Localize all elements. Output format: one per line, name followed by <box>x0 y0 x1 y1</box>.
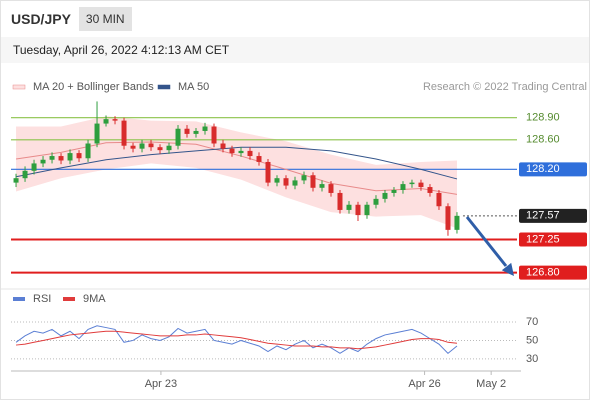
legend-swatch <box>157 84 171 90</box>
candle-body <box>319 184 325 188</box>
candle-body <box>238 150 244 154</box>
level-label: 127.25 <box>526 233 560 245</box>
legend-label: MA 50 <box>178 81 209 93</box>
candle-body <box>247 150 253 157</box>
plot-layer: MA 20 + Bollinger Bands MA 50 128.90 128.60… <box>11 81 587 390</box>
candle-body <box>166 145 172 151</box>
legend-label: 9MA <box>83 293 106 305</box>
candle-body <box>76 153 82 159</box>
candle-body <box>67 153 73 161</box>
y-tick-label: 50 <box>526 334 538 346</box>
candle-body <box>256 156 262 162</box>
candle-body <box>49 156 55 160</box>
candle-body <box>364 204 370 216</box>
x-tick-label: May 2 <box>476 378 506 390</box>
level-label-box <box>519 208 587 223</box>
candle-body <box>31 163 37 171</box>
moving-average <box>15 146 458 180</box>
header: USD/JPY 30 MIN <box>1 1 589 37</box>
level-label-box <box>519 265 587 280</box>
legend-label: RSI <box>33 293 51 305</box>
candle-body <box>418 182 424 188</box>
forecast-arrow <box>465 216 508 267</box>
candle-body <box>391 190 397 193</box>
level-label-box <box>519 232 587 247</box>
indicator-line <box>15 330 458 350</box>
x-tick-label: Apr 26 <box>408 378 440 390</box>
candle-body <box>229 148 235 154</box>
y-tick-label: 30 <box>526 353 538 365</box>
candle-body <box>427 187 433 193</box>
candle-body <box>184 128 190 134</box>
candle-body <box>346 204 352 210</box>
candle-body <box>130 145 136 149</box>
candle-body <box>94 123 100 144</box>
candle-body <box>58 156 64 161</box>
level-label: 128.60 <box>526 134 560 146</box>
candle-body <box>373 198 379 205</box>
y-tick-label: 70 <box>526 316 538 328</box>
candle-body <box>274 178 280 183</box>
candle-body <box>445 206 451 230</box>
timestamp: Tuesday, April 26, 2022 4:12:13 AM CET <box>1 37 589 63</box>
candle-body <box>13 178 19 183</box>
candle-body <box>220 143 226 149</box>
candle-body <box>103 119 109 124</box>
candle-body <box>355 204 361 216</box>
candle-body <box>283 178 289 186</box>
interval[interactable]: 30 MIN <box>78 7 132 31</box>
level-label: 128.90 <box>526 112 560 124</box>
candle-body <box>175 128 181 146</box>
candle-body <box>382 192 388 199</box>
candle-body <box>337 192 343 210</box>
candle-body <box>409 182 415 185</box>
candle-body <box>193 130 199 134</box>
legend-swatch <box>12 84 26 90</box>
candle-body <box>202 126 208 131</box>
candle-body <box>211 126 217 144</box>
candle-body <box>85 143 91 159</box>
candle-body <box>328 184 334 193</box>
candle-body <box>40 159 46 164</box>
candle-body <box>301 175 307 181</box>
level-label: 128.20 <box>526 163 560 175</box>
candle-body <box>436 192 442 207</box>
candle-body <box>292 180 298 186</box>
forecast-arrowhead <box>501 262 514 276</box>
x-tick-label: Apr 23 <box>145 378 177 390</box>
candle-body <box>148 143 154 148</box>
symbol: USD/JPY <box>11 11 71 27</box>
candle-body <box>310 175 316 188</box>
level-label: 126.80 <box>526 267 560 279</box>
candle-body <box>112 119 118 121</box>
legend-swatch <box>63 297 75 301</box>
candle-body <box>454 215 460 230</box>
candle-body <box>121 120 127 146</box>
candle-body <box>265 161 271 183</box>
candle-body <box>22 170 28 179</box>
level-label: 127.57 <box>526 210 560 222</box>
indicator-line <box>15 325 458 355</box>
legend-swatch <box>13 297 25 301</box>
credit: Research © 2022 Trading Central <box>423 81 587 93</box>
candle-body <box>139 143 145 149</box>
candle-body <box>157 147 163 151</box>
candle-body <box>400 184 406 190</box>
level-label-box <box>519 162 587 177</box>
legend-label: MA 20 + Bollinger Bands <box>33 81 154 93</box>
bollinger-band <box>16 116 457 229</box>
